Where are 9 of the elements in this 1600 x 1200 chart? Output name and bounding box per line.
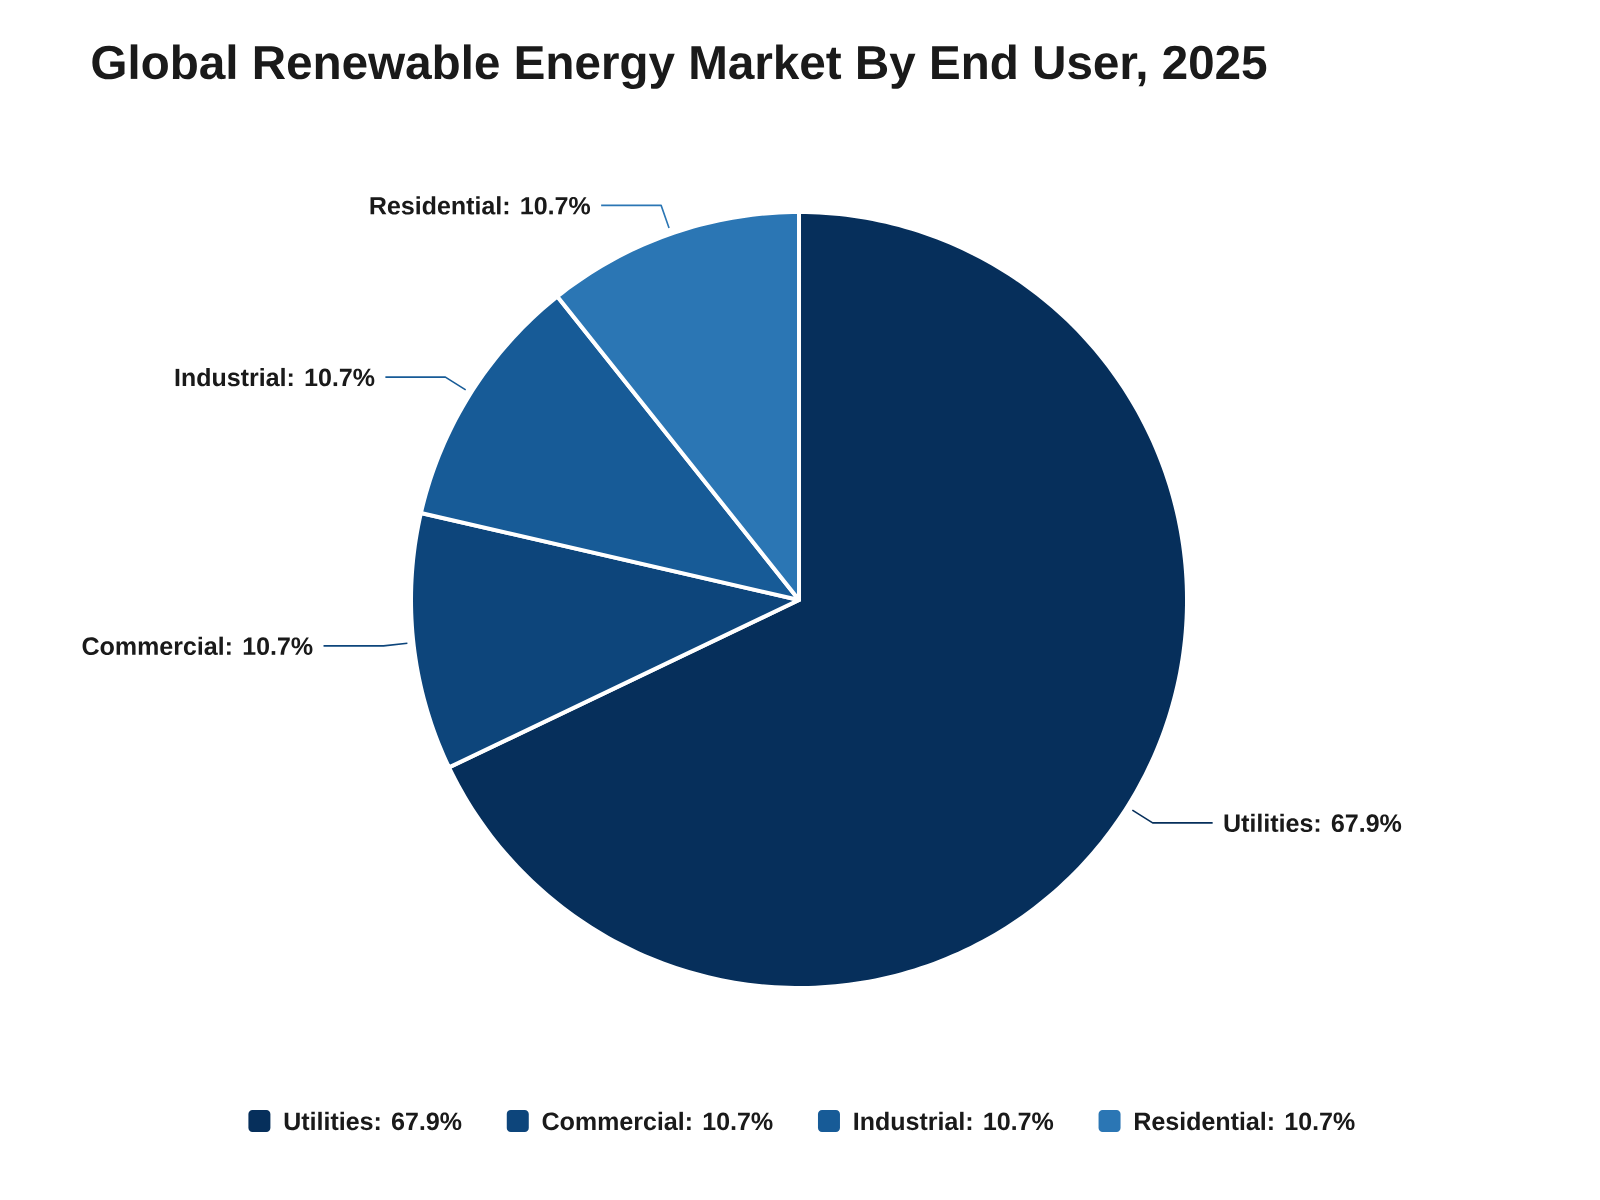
chart-title: Global Renewable Energy Market By End User, 2025 — [92, 44, 1267, 89]
legend-label: Commercial: 10.7% — [542, 1111, 773, 1131]
legend-label: Residential: 10.7% — [1135, 1111, 1355, 1131]
legend-label: Industrial: 10.7% — [854, 1111, 1054, 1131]
slice-label: Commercial: 10.7% — [82, 636, 313, 656]
slice-label: Industrial: 10.7% — [175, 367, 375, 387]
slice-label: Utilities: 67.9% — [1224, 813, 1402, 833]
slice-label: Residential: 10.7% — [370, 196, 591, 215]
legend-label: Utilities: 67.9% — [284, 1111, 462, 1131]
